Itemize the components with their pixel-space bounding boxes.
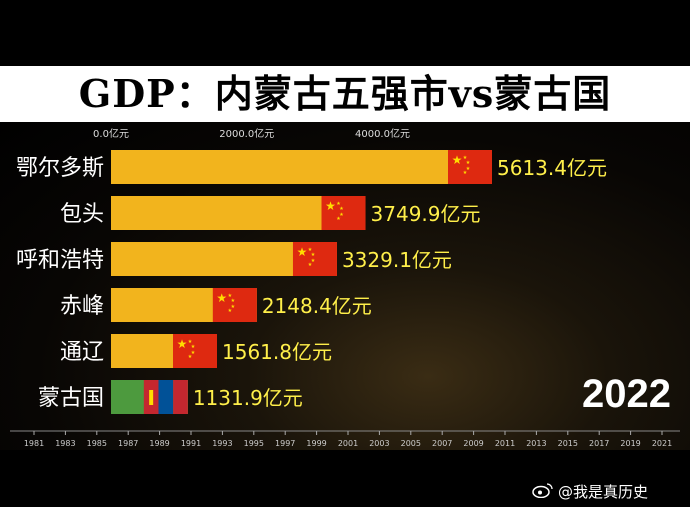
- timeline-label: 2003: [369, 439, 389, 448]
- mongolia-flag-stripe: [158, 380, 174, 414]
- flag-star-icon: ★: [339, 206, 344, 212]
- value-label: 3329.1亿元: [342, 248, 452, 272]
- flag-star-icon: ★: [297, 245, 308, 259]
- x-tick-label: 4000.0亿元: [355, 127, 410, 140]
- flag-star-icon: ★: [463, 170, 468, 176]
- timeline-label: 2001: [338, 439, 358, 448]
- flag-star-icon: ★: [308, 262, 313, 268]
- flag-star-icon: ★: [466, 166, 471, 172]
- category-label: 赤峰: [60, 294, 104, 319]
- china-flag-icon: [173, 334, 218, 368]
- timeline-label: 1993: [212, 439, 232, 448]
- flag-star-icon: ★: [311, 258, 316, 264]
- watermark-text: @我是真历史: [558, 483, 649, 501]
- flag-star-icon: ★: [216, 291, 227, 305]
- category-label: 蒙古国: [38, 386, 104, 411]
- timeline-label: 2019: [620, 439, 640, 448]
- title-band: [0, 66, 690, 122]
- flag-star-icon: ★: [308, 247, 313, 253]
- timeline-label: 2007: [432, 439, 452, 448]
- chart-title: GDP：内蒙古五强市vs蒙古国: [78, 71, 612, 116]
- flag-star-icon: ★: [188, 354, 193, 360]
- value-label: 5613.4亿元: [497, 156, 607, 180]
- flag-star-icon: ★: [177, 337, 188, 351]
- timeline-label: 1999: [306, 439, 326, 448]
- value-label: 1131.9亿元: [193, 386, 303, 410]
- timeline-label: 1991: [181, 439, 201, 448]
- flag-star-icon: ★: [325, 199, 336, 213]
- value-label: 3749.9亿元: [371, 202, 481, 226]
- flag-star-icon: ★: [231, 298, 236, 304]
- x-tick-label: 0.0亿元: [93, 127, 129, 140]
- timeline-label: 2011: [495, 439, 515, 448]
- timeline-label: 2009: [463, 439, 483, 448]
- china-flag-icon: [212, 288, 257, 322]
- timeline-label: 2015: [558, 439, 578, 448]
- flag-star-icon: ★: [228, 308, 233, 314]
- soyombo-icon: [149, 390, 154, 405]
- flag-star-icon: ★: [463, 155, 468, 161]
- flag-star-icon: ★: [231, 304, 236, 310]
- timeline-label: 2017: [589, 439, 609, 448]
- china-flag-icon: [292, 242, 337, 276]
- flag-star-icon: ★: [191, 350, 196, 356]
- china-flag-icon: [321, 196, 366, 230]
- flag-star-icon: ★: [228, 293, 233, 299]
- flag-star-icon: ★: [188, 339, 193, 345]
- flag-star-icon: ★: [336, 216, 341, 222]
- value-label: 1561.8亿元: [222, 340, 332, 364]
- timeline-label: 1989: [149, 439, 169, 448]
- category-label: 通辽: [60, 340, 104, 365]
- timeline-label: 1981: [24, 439, 44, 448]
- timeline-label: 1987: [118, 439, 138, 448]
- year-label: 2022: [582, 372, 671, 416]
- category-label: 呼和浩特: [16, 248, 104, 273]
- x-tick-label: 2000.0亿元: [219, 127, 274, 140]
- timeline-label: 1985: [87, 439, 107, 448]
- timeline-label: 1997: [275, 439, 295, 448]
- weibo-logo-icon: [532, 483, 553, 498]
- china-flag-icon: [448, 150, 492, 184]
- timeline-label: 2021: [652, 439, 672, 448]
- bar: [111, 150, 492, 184]
- mongolia-flag-stripe: [173, 380, 188, 414]
- timeline-label: 2005: [401, 439, 421, 448]
- category-label: 鄂尔多斯: [16, 156, 104, 181]
- category-label: 包头: [60, 202, 104, 227]
- flag-star-icon: ★: [452, 153, 463, 167]
- timeline-label: 2013: [526, 439, 546, 448]
- flag-star-icon: ★: [311, 252, 316, 258]
- timeline-label: 1995: [244, 439, 264, 448]
- flag-star-icon: ★: [191, 344, 196, 350]
- value-label: 2148.4亿元: [262, 294, 372, 318]
- flag-star-icon: ★: [339, 212, 344, 218]
- flag-star-icon: ★: [466, 160, 471, 166]
- timeline-label: 1983: [55, 439, 75, 448]
- flag-star-icon: ★: [336, 201, 341, 207]
